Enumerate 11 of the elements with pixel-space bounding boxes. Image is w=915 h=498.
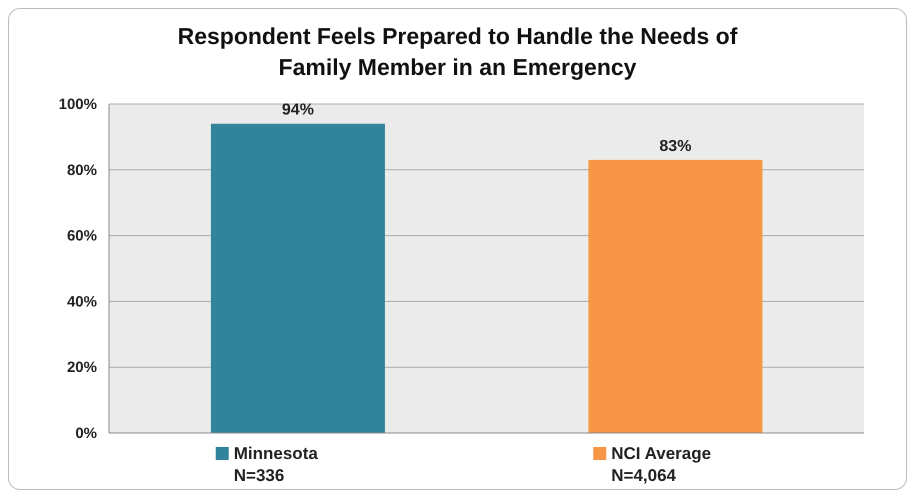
data-label: 83% (659, 138, 692, 155)
y-tick-label: 20% (66, 359, 97, 376)
data-label: 94% (282, 102, 314, 119)
chart-title: Respondent Feels Prepared to Handle the Needs of Family Member in an Emergency (176, 22, 738, 82)
y-tick-label: 0% (75, 425, 97, 442)
x-tick-label: NCI Average N=4,064 (611, 444, 712, 485)
y-tick-label: 80% (66, 162, 97, 179)
y-tick-label: 100% (58, 96, 97, 113)
y-tick-label: 40% (66, 293, 97, 310)
y-tick-label: 60% (66, 228, 97, 245)
x-tick-label: Minnesota N=336 (234, 444, 318, 485)
